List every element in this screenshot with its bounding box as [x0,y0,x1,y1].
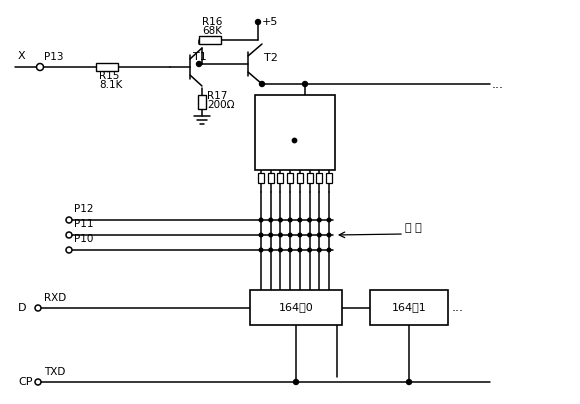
Circle shape [303,82,307,86]
Bar [316,173,322,183]
Bar [326,173,332,183]
Circle shape [278,248,282,252]
Circle shape [37,63,44,71]
Text: 200Ω: 200Ω [207,100,234,110]
Bar [258,173,264,183]
Text: TXD: TXD [44,367,66,377]
Text: P10: P10 [74,234,93,244]
Circle shape [308,233,311,237]
Circle shape [35,305,41,311]
Circle shape [327,248,331,252]
Text: T1: T1 [193,52,206,62]
Bar [297,173,303,183]
Text: 键 盘: 键 盘 [405,223,422,233]
Text: P11: P11 [74,219,93,229]
Text: 164－0: 164－0 [278,303,313,313]
Text: P13: P13 [44,52,63,62]
Text: +5: +5 [262,17,278,27]
Text: 164－1: 164－1 [392,303,426,313]
Circle shape [292,138,297,143]
Circle shape [259,233,263,237]
Bar [277,173,284,183]
Circle shape [259,82,264,86]
Circle shape [259,248,263,252]
Bar [268,173,274,183]
Circle shape [288,233,292,237]
Bar [287,173,293,183]
Text: RXD: RXD [44,293,66,303]
Circle shape [197,61,201,67]
Bar [198,95,206,109]
Circle shape [35,379,41,385]
Bar [199,36,221,44]
Circle shape [317,218,321,222]
Circle shape [298,218,302,222]
Text: P12: P12 [74,204,93,214]
Circle shape [327,233,331,237]
Bar [370,290,448,325]
Circle shape [269,248,273,252]
Text: X: X [18,51,26,61]
Text: ...: ... [492,78,504,90]
Circle shape [66,247,72,253]
Circle shape [308,248,311,252]
Text: 8.1K: 8.1K [99,80,122,90]
Circle shape [293,379,299,385]
Circle shape [66,232,72,238]
Circle shape [317,248,321,252]
Text: R16: R16 [202,17,222,27]
Text: D: D [18,303,27,313]
Circle shape [278,233,282,237]
Circle shape [288,248,292,252]
Circle shape [66,217,72,223]
Text: R15: R15 [99,71,119,81]
Text: ...: ... [452,301,464,314]
Circle shape [278,218,282,222]
Bar [255,95,335,170]
Circle shape [407,379,411,385]
Circle shape [269,233,273,237]
Circle shape [269,218,273,222]
Circle shape [298,233,302,237]
Circle shape [298,248,302,252]
Circle shape [288,218,292,222]
Circle shape [256,19,260,25]
Text: T2: T2 [264,53,278,63]
Circle shape [327,218,331,222]
Text: CP: CP [18,377,32,387]
Bar [250,290,342,325]
Text: 68K: 68K [202,26,222,36]
Bar [96,63,118,71]
Circle shape [317,233,321,237]
Text: R17: R17 [207,91,227,101]
Bar [307,173,313,183]
Circle shape [259,218,263,222]
Circle shape [308,218,311,222]
